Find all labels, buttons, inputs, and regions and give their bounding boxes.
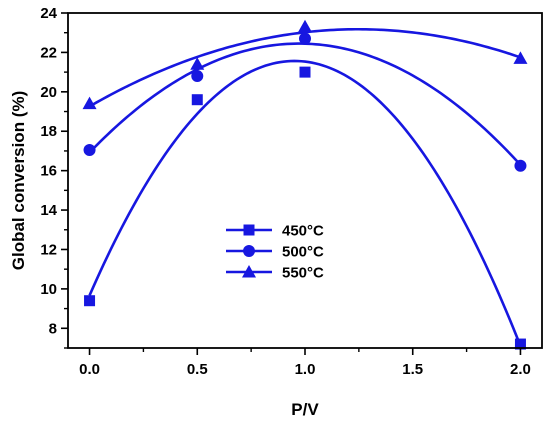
data-point-0-2	[299, 66, 311, 78]
x-tick-label: 0.0	[79, 361, 100, 378]
data-markers	[82, 19, 528, 350]
x-tick-label: 1.5	[402, 361, 423, 378]
x-tick-label: 2.0	[510, 361, 531, 378]
data-point-2-1	[190, 57, 205, 70]
legend-label: 550°C	[282, 265, 324, 282]
data-point-1-0	[83, 143, 96, 156]
data-point-0-1	[191, 94, 203, 106]
legend-triangle-icon	[242, 265, 256, 278]
legend-item-0: 450°C	[226, 223, 324, 240]
legend-label: 450°C	[282, 223, 324, 240]
y-tick-label: 16	[40, 163, 57, 180]
y-tick-label: 14	[40, 202, 57, 219]
legend-circle-icon	[243, 245, 255, 257]
y-tick-label: 10	[40, 281, 57, 298]
x-axis-title: P/V	[291, 400, 319, 419]
y-tick-label: 20	[40, 84, 57, 101]
x-tick-label: 0.5	[187, 361, 208, 378]
y-axis-ticks: 8 10 12 14 16 18 20 22 24	[40, 5, 68, 349]
data-point-2-0	[82, 96, 97, 110]
legend-item-1: 500°C	[226, 244, 324, 261]
data-point-1-1	[191, 70, 204, 83]
y-tick-label: 8	[49, 320, 57, 337]
x-axis-ticks: 0.0 0.5 1.0 1.5 2.0	[79, 348, 531, 378]
data-point-2-2	[298, 19, 312, 33]
legend-label: 500°C	[282, 244, 324, 261]
x-tick-label: 1.0	[295, 361, 316, 378]
data-point-0-0	[84, 295, 96, 307]
legend: 450°C 500°C 550°C	[226, 223, 324, 282]
plot-frame	[67, 12, 543, 349]
y-tick-label: 24	[40, 5, 57, 22]
data-point-1-3	[514, 159, 527, 172]
series-line-0	[88, 59, 522, 347]
y-axis-title: Global conversion (%)	[9, 91, 28, 270]
y-tick-label: 22	[40, 44, 57, 61]
y-tick-label: 12	[40, 241, 57, 258]
legend-square-icon	[243, 224, 255, 236]
data-point-0-3	[514, 338, 526, 350]
y-tick-label: 18	[40, 123, 57, 140]
data-point-2-3	[513, 51, 528, 64]
data-point-1-2	[299, 32, 311, 45]
legend-item-2: 550°C	[226, 265, 324, 282]
